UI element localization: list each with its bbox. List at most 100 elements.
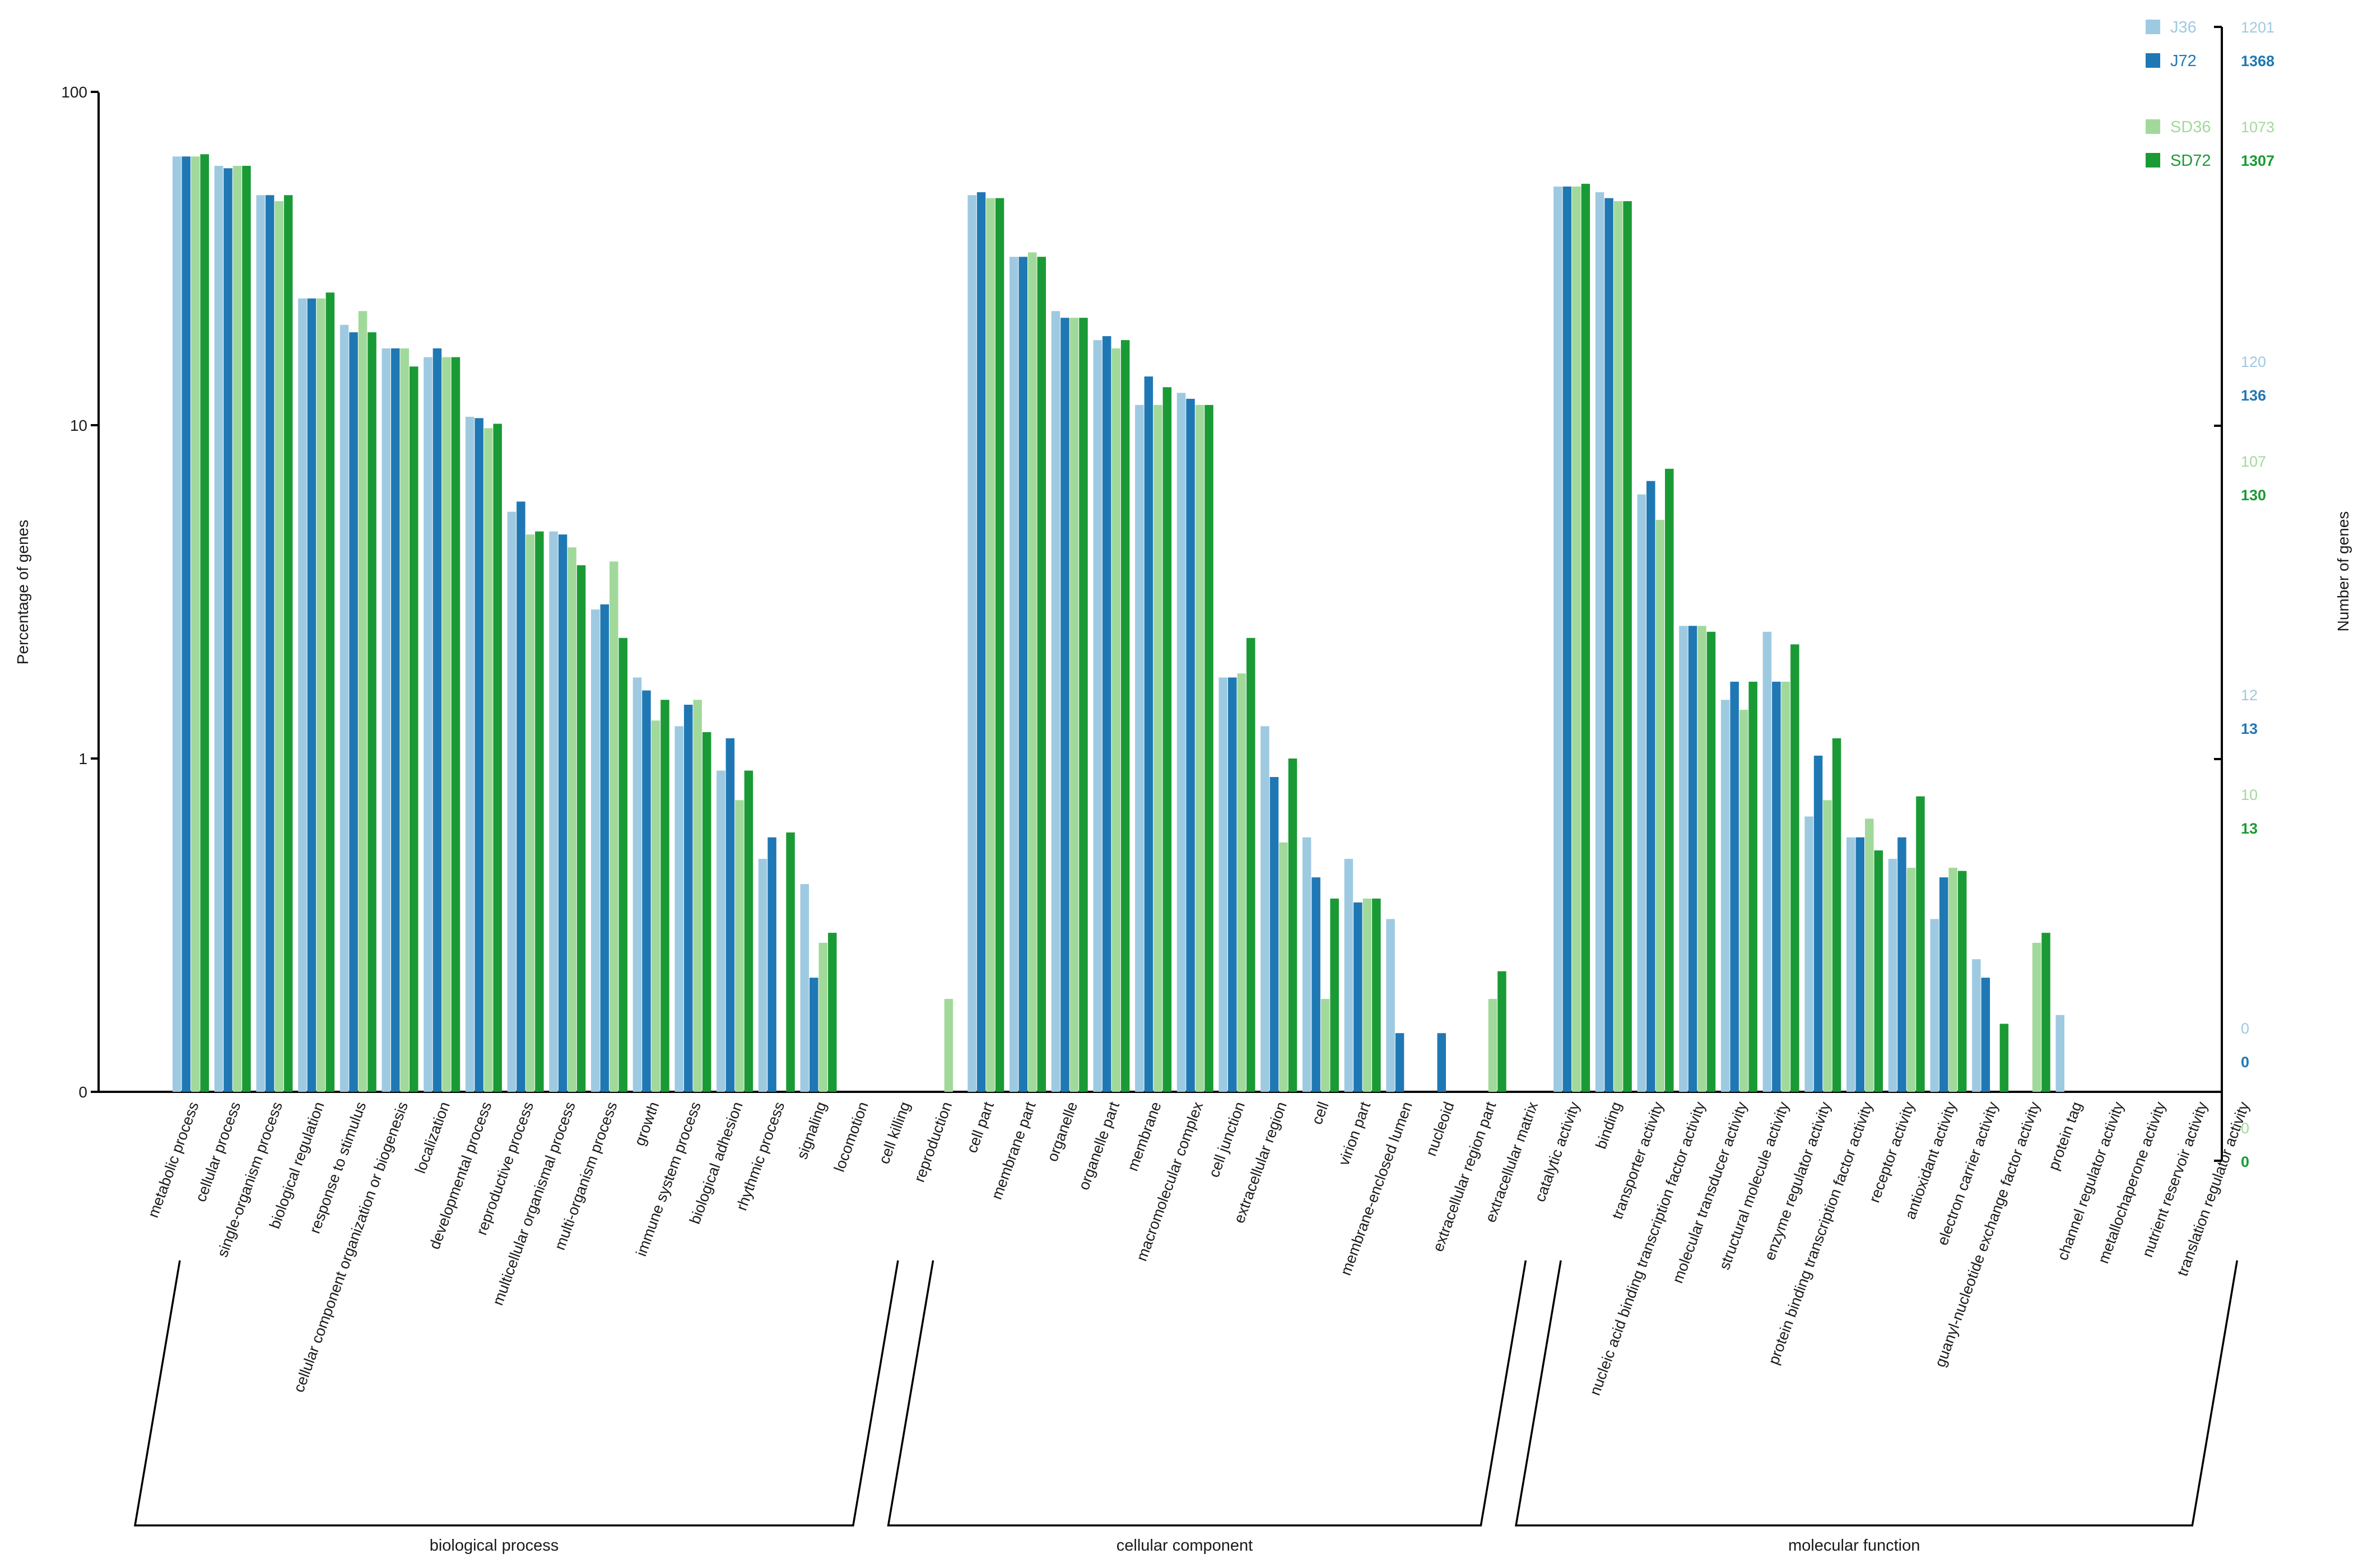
bar bbox=[1823, 800, 1832, 1092]
bar bbox=[1028, 252, 1037, 1092]
bar bbox=[1204, 404, 1213, 1092]
group-label: biological process bbox=[430, 1537, 559, 1555]
bar bbox=[1720, 700, 1730, 1092]
bar bbox=[1906, 868, 1916, 1092]
bar bbox=[465, 416, 475, 1092]
right-axis-label: 0 bbox=[2241, 1020, 2249, 1037]
x-tick-label: localization bbox=[412, 1100, 453, 1176]
x-tick-label: membrane bbox=[1124, 1100, 1164, 1174]
group-brackets: biological process cellular component mole… bbox=[133, 1260, 2239, 1555]
bar bbox=[1939, 877, 1948, 1092]
bar bbox=[618, 638, 627, 1092]
bar bbox=[2041, 933, 2050, 1092]
right-axis-label: 0 bbox=[2241, 1054, 2249, 1071]
bar bbox=[576, 565, 586, 1092]
bar bbox=[1269, 777, 1279, 1092]
bar bbox=[382, 348, 390, 1092]
bar bbox=[182, 156, 190, 1092]
bar bbox=[725, 738, 735, 1092]
bar bbox=[1153, 404, 1162, 1092]
bar bbox=[642, 690, 651, 1092]
bar bbox=[1311, 877, 1320, 1092]
bar bbox=[1999, 1023, 2009, 1092]
bar bbox=[1102, 336, 1111, 1092]
bar bbox=[391, 348, 400, 1092]
bar bbox=[1623, 201, 1632, 1092]
x-tick-label: virion part bbox=[1336, 1099, 1374, 1167]
x-tick-label: locomotion bbox=[831, 1100, 872, 1174]
bar bbox=[410, 366, 418, 1092]
bar bbox=[1874, 850, 1883, 1092]
bar bbox=[1813, 755, 1823, 1092]
bar bbox=[325, 292, 335, 1092]
bar bbox=[283, 195, 293, 1092]
legend-label: SD72 bbox=[2170, 152, 2211, 170]
bar bbox=[1646, 481, 1655, 1092]
x-tick-label: receptor activity bbox=[1866, 1099, 1918, 1204]
x-tick-label: binding bbox=[1592, 1100, 1625, 1151]
bar bbox=[1330, 899, 1339, 1092]
right-axis-label: 107 bbox=[2241, 453, 2266, 470]
bar bbox=[944, 999, 953, 1092]
bar bbox=[1144, 376, 1153, 1092]
bar bbox=[1320, 999, 1330, 1092]
bar bbox=[976, 192, 986, 1092]
right-axis-label: 1307 bbox=[2241, 152, 2274, 169]
bar bbox=[1762, 631, 1772, 1092]
x-tick-label: signaling bbox=[793, 1100, 830, 1161]
right-axis-label: 10 bbox=[2241, 787, 2258, 803]
bar bbox=[1897, 837, 1906, 1092]
bar bbox=[349, 332, 358, 1092]
bar bbox=[317, 298, 325, 1092]
y-tick-label: 1 bbox=[78, 750, 87, 767]
bar bbox=[224, 168, 232, 1092]
bar bbox=[735, 800, 744, 1092]
bar bbox=[173, 156, 182, 1092]
bar bbox=[191, 156, 200, 1092]
bar bbox=[986, 198, 995, 1092]
bar bbox=[517, 501, 525, 1092]
right-axis-label: 130 bbox=[2241, 487, 2266, 504]
bar bbox=[1888, 859, 1897, 1092]
group-bracket bbox=[1515, 1260, 2239, 1527]
x-tick-label: metabolic process bbox=[145, 1100, 202, 1220]
bar bbox=[810, 978, 818, 1092]
bar bbox=[1865, 818, 1874, 1092]
bar bbox=[651, 720, 660, 1092]
bar bbox=[1176, 393, 1186, 1092]
bar bbox=[1804, 816, 1813, 1092]
bar bbox=[424, 357, 432, 1092]
bar bbox=[1581, 184, 1590, 1092]
bar bbox=[1437, 1033, 1446, 1092]
bar bbox=[256, 195, 265, 1092]
legend-label: J36 bbox=[2170, 18, 2197, 36]
bar bbox=[717, 770, 725, 1092]
bar bbox=[1353, 902, 1362, 1092]
x-tick-label: cell junction bbox=[1206, 1100, 1248, 1180]
right-axis-label: 13 bbox=[2241, 720, 2258, 737]
bar bbox=[610, 561, 618, 1092]
bar bbox=[1218, 677, 1227, 1092]
y-tick-label: 0 bbox=[78, 1083, 87, 1101]
bar bbox=[1613, 201, 1623, 1092]
bar bbox=[1488, 999, 1497, 1092]
x-tick-label: organelle bbox=[1044, 1100, 1081, 1164]
bar bbox=[432, 348, 442, 1092]
bar bbox=[442, 357, 451, 1092]
bar bbox=[1279, 842, 1288, 1092]
bar bbox=[828, 933, 837, 1092]
bar bbox=[493, 424, 502, 1092]
bar bbox=[535, 531, 544, 1092]
x-tick-label: membrane part bbox=[988, 1099, 1039, 1202]
bar bbox=[2032, 942, 2041, 1092]
x-tick-label: cell killing bbox=[876, 1100, 914, 1166]
bar bbox=[1846, 837, 1855, 1092]
bar bbox=[1730, 681, 1739, 1092]
bar bbox=[400, 348, 409, 1092]
bar bbox=[693, 700, 702, 1092]
bar bbox=[307, 298, 317, 1092]
y-tick-label: 10 bbox=[70, 417, 87, 434]
bar bbox=[632, 677, 642, 1092]
chart-bars bbox=[173, 154, 2064, 1092]
